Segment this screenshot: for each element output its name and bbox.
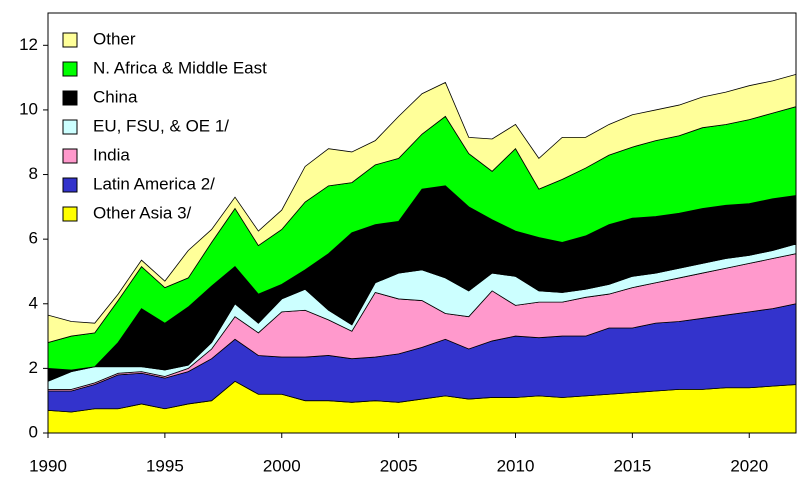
legend-label: Other [93,29,136,48]
x-tick-label: 2020 [730,456,768,475]
legend-label: Other Asia 3/ [93,203,192,222]
plot-border [47,12,797,434]
x-tick-label: 1995 [146,456,184,475]
legend-label: China [93,87,138,106]
legend-label: Latin America 2/ [93,174,215,193]
legend-swatch [62,32,78,48]
y-tick-label: 12 [19,35,38,54]
legend-label: N. Africa & Middle East [93,58,267,77]
legend-label: India [93,145,130,164]
legend-label: EU, FSU, & OE 1/ [93,116,229,135]
x-tick-label: 2015 [613,456,651,475]
y-tick-label: 10 [19,99,38,118]
y-tick-label: 2 [29,358,38,377]
x-tick-label: 2000 [263,456,301,475]
y-tick-label: 0 [29,422,38,441]
legend-swatch [62,148,78,164]
x-tick-label: 2010 [497,456,535,475]
x-tick-label: 1990 [29,456,67,475]
legend-swatch [62,177,78,193]
x-tick-label: 2005 [380,456,418,475]
legend-swatch [62,61,78,77]
y-tick-label: 8 [29,164,38,183]
legend-swatch [62,90,78,106]
y-tick-label: 4 [29,293,38,312]
legend-swatch [62,119,78,135]
legend-swatch [62,206,78,222]
y-tick-label: 6 [29,229,38,248]
